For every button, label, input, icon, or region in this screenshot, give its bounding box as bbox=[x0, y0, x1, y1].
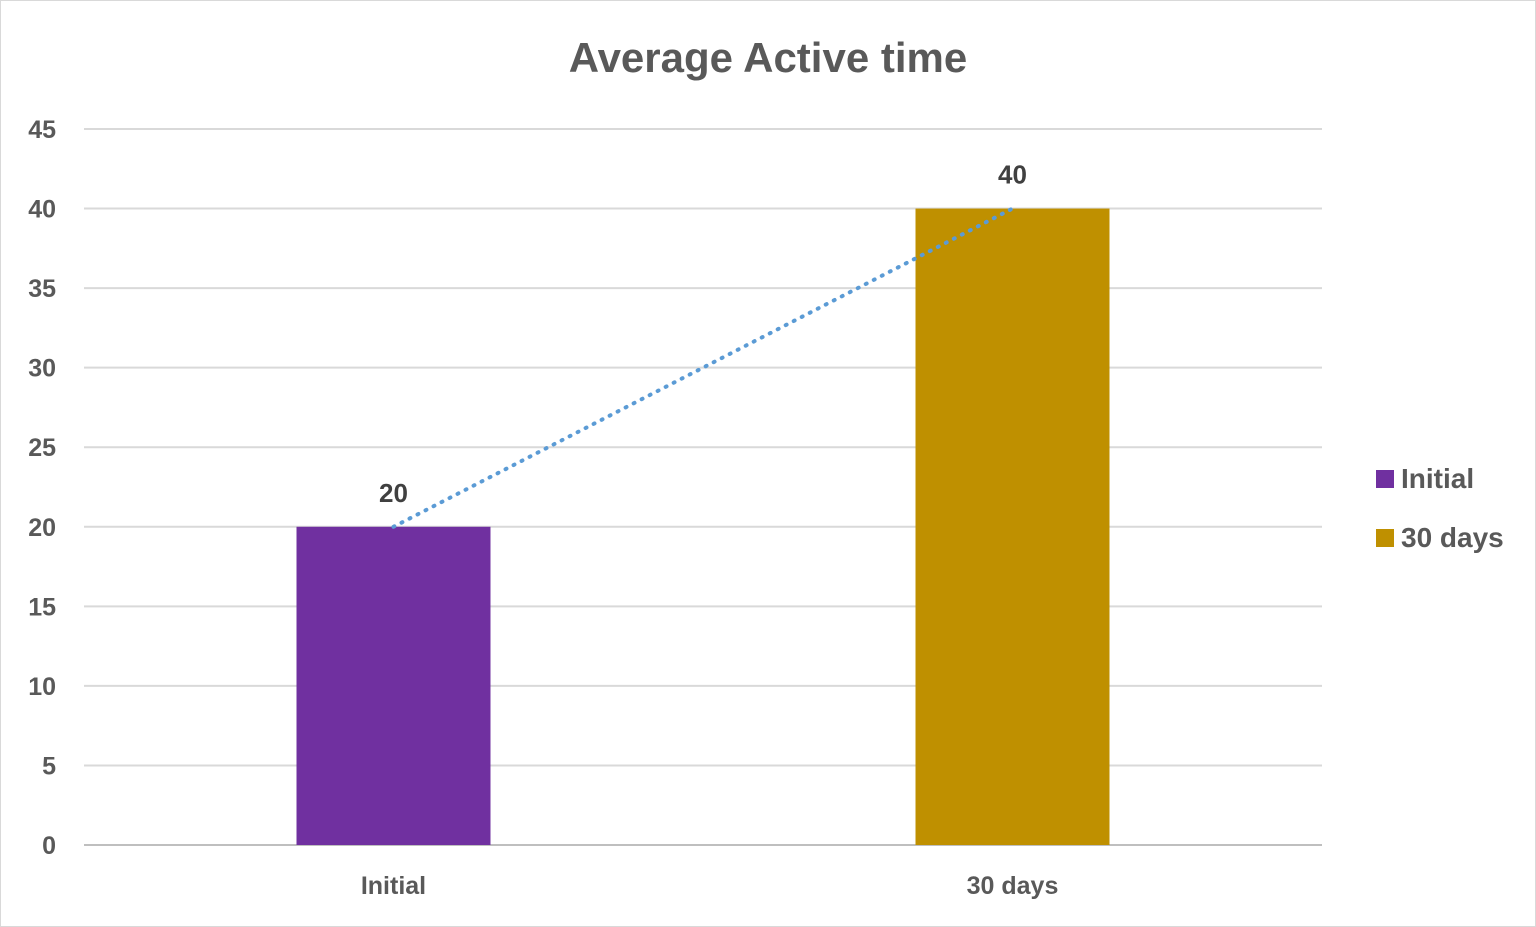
legend-label-initial: Initial bbox=[1401, 463, 1475, 494]
y-tick-label-45: 45 bbox=[28, 116, 56, 144]
legend-item-initial: Initial bbox=[1376, 460, 1504, 498]
x-axis-tick-labels: Initial 30 days bbox=[361, 872, 1059, 900]
x-tick-label-initial: Initial bbox=[361, 872, 426, 900]
trendline bbox=[391, 206, 1015, 529]
y-tick-label-30: 30 bbox=[28, 355, 56, 383]
y-tick-label-5: 5 bbox=[42, 752, 56, 780]
x-tick-label-30-days: 30 days bbox=[967, 872, 1059, 900]
legend-label-30-days: 30 days bbox=[1401, 522, 1504, 553]
gridlines bbox=[84, 128, 1322, 846]
y-tick-label-10: 10 bbox=[28, 673, 56, 701]
y-tick-label-35: 35 bbox=[28, 275, 56, 303]
legend: Initial 30 days bbox=[1376, 460, 1504, 578]
y-tick-label-0: 0 bbox=[42, 832, 56, 860]
y-tick-label-40: 40 bbox=[28, 196, 56, 224]
y-tick-label-20: 20 bbox=[28, 514, 56, 542]
data-label-30-days: 40 bbox=[998, 160, 1027, 190]
legend-swatch-initial bbox=[1376, 470, 1394, 488]
y-tick-label-15: 15 bbox=[28, 593, 56, 621]
chart-title: Average Active time bbox=[568, 34, 968, 81]
legend-swatch-30-days bbox=[1376, 529, 1394, 547]
bar-initial bbox=[296, 526, 491, 845]
y-axis-tick-labels: 0 5 10 15 20 25 30 35 40 45 bbox=[28, 116, 56, 860]
trendline-layer bbox=[391, 206, 1015, 529]
bar-30-days bbox=[915, 208, 1110, 846]
data-label-initial: 20 bbox=[379, 478, 408, 508]
bars bbox=[296, 208, 1110, 846]
y-tick-label-25: 25 bbox=[28, 434, 56, 462]
legend-item-30-days: 30 days bbox=[1376, 519, 1504, 557]
